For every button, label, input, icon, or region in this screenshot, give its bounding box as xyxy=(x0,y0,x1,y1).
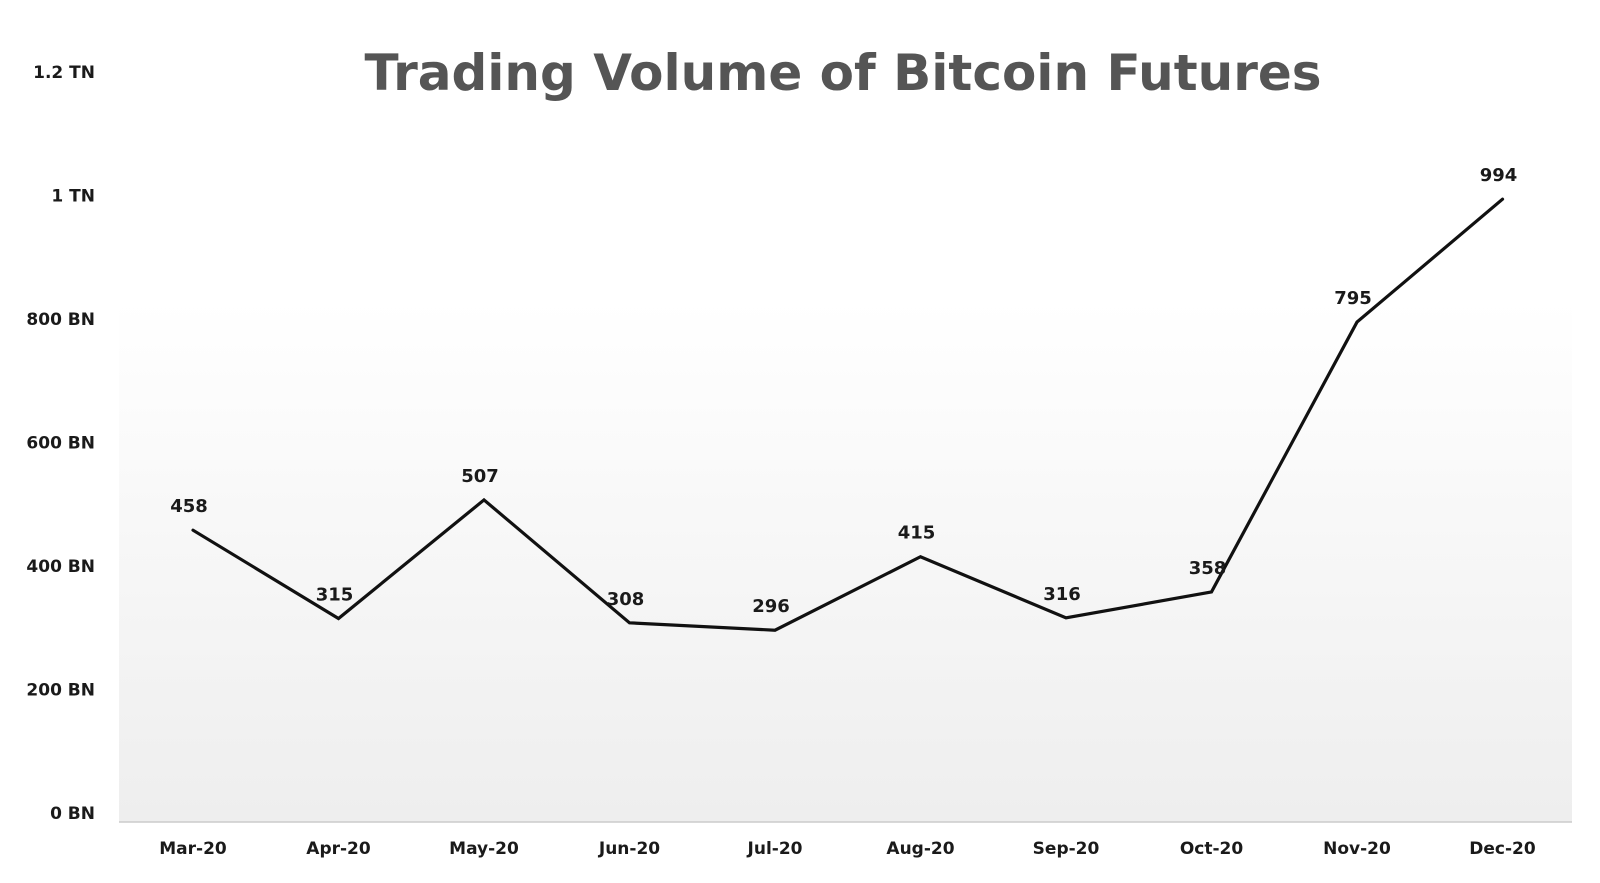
data-labels: 458 315 507 308 296 415 316 358 795 994 xyxy=(170,165,1517,617)
x-tick-label: May-20 xyxy=(449,839,519,859)
y-tick-label: 400 BN xyxy=(26,557,95,577)
y-tick-label: 800 BN xyxy=(26,310,95,330)
data-label: 315 xyxy=(316,584,354,605)
series-line-group xyxy=(191,197,1505,632)
x-tick-label: Sep-20 xyxy=(1033,839,1100,859)
x-tick-label: Oct-20 xyxy=(1180,839,1244,859)
y-tick-label: 200 BN xyxy=(26,681,95,701)
x-tick-label: Jul-20 xyxy=(747,839,803,859)
x-tick-label: Dec-20 xyxy=(1469,839,1536,859)
data-label: 795 xyxy=(1334,288,1372,309)
data-label: 316 xyxy=(1043,584,1081,605)
data-label: 308 xyxy=(607,589,645,610)
y-tick-label: 600 BN xyxy=(26,434,95,454)
y-axis: 0 BN 200 BN 400 BN 600 BN 800 BN 1 TN 1.2 TN xyxy=(26,63,95,824)
series-line xyxy=(191,197,1505,632)
x-axis: Mar-20 Apr-20 May-20 Jun-20 Jul-20 Aug-20 Sep-… xyxy=(159,839,1536,859)
data-label: 296 xyxy=(752,596,790,617)
data-label: 507 xyxy=(461,466,499,487)
y-tick-label: 1.2 TN xyxy=(33,63,95,83)
y-tick-label: 0 BN xyxy=(50,804,95,824)
y-tick-label: 1 TN xyxy=(51,187,95,207)
chart-title: Trading Volume of Bitcoin Futures xyxy=(364,44,1321,102)
plot-area xyxy=(119,300,1572,822)
x-tick-label: Jun-20 xyxy=(598,839,660,859)
data-label: 358 xyxy=(1189,558,1227,579)
x-tick-label: Apr-20 xyxy=(306,839,371,859)
x-tick-label: Nov-20 xyxy=(1323,839,1391,859)
x-tick-label: Aug-20 xyxy=(886,839,954,859)
data-label: 458 xyxy=(170,496,208,517)
data-label: 415 xyxy=(898,523,936,544)
data-label: 994 xyxy=(1480,165,1518,186)
x-tick-label: Mar-20 xyxy=(159,839,227,859)
